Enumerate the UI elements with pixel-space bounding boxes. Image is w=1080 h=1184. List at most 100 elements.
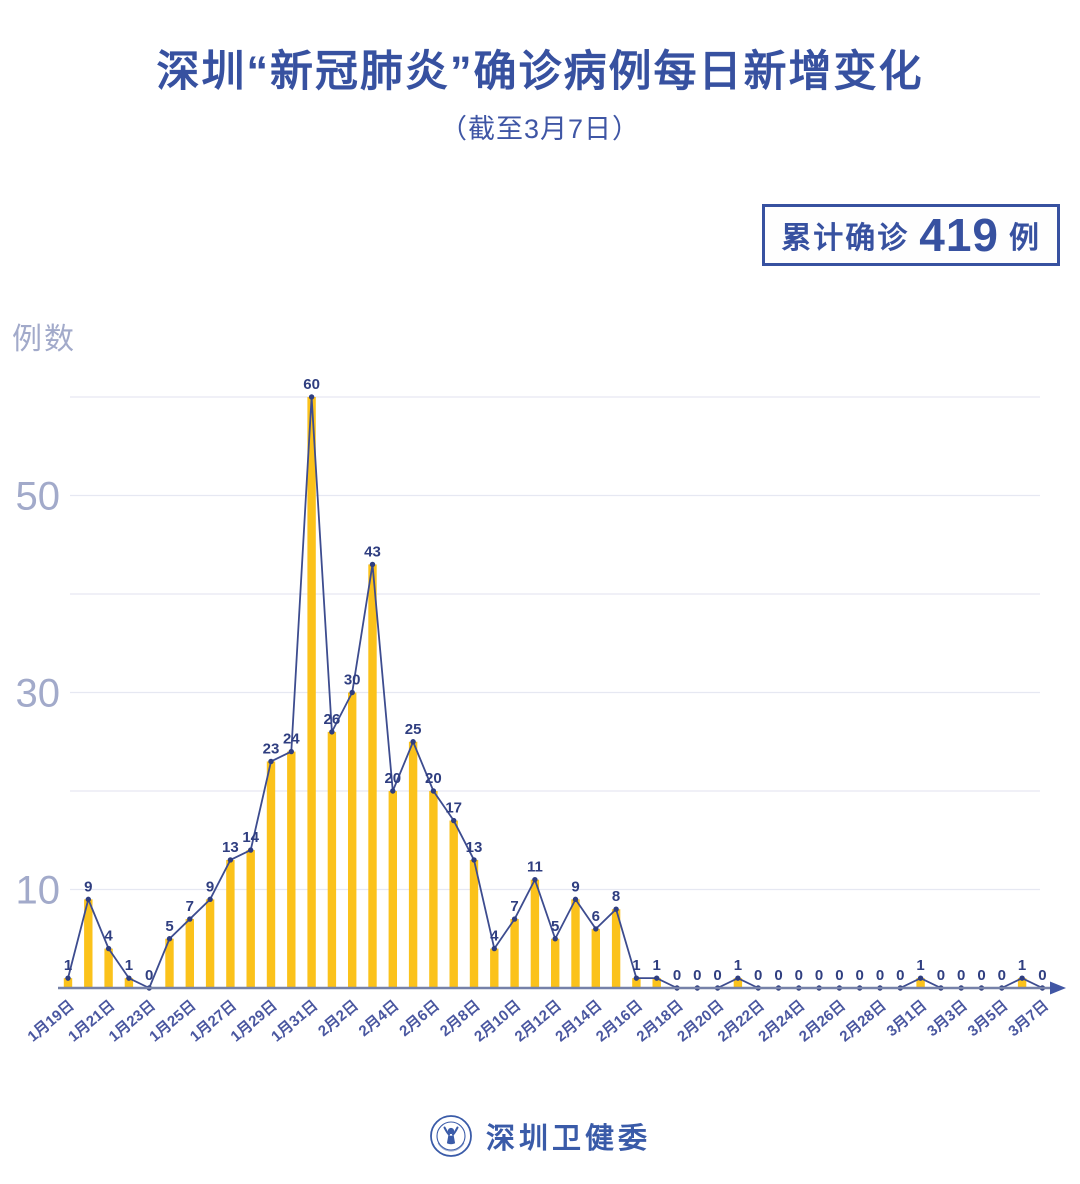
- value-label-2月24日: 0: [795, 967, 803, 984]
- point-1月26日: [207, 896, 213, 903]
- point-1月29日: [268, 758, 274, 765]
- point-1月21日: [105, 945, 112, 952]
- value-label-2月4日: 20: [384, 770, 401, 787]
- value-label-1月28日: 14: [242, 829, 259, 846]
- value-label-2月16日: 1: [632, 957, 640, 974]
- value-label-2月18日: 0: [673, 967, 681, 984]
- value-label-2月26日: 0: [835, 967, 843, 984]
- point-2月11日: [532, 876, 538, 883]
- bar-1月29日: [266, 761, 276, 988]
- point-2月13日: [572, 896, 579, 903]
- value-label-1月25日: 7: [186, 898, 194, 915]
- value-label-3月3日: 0: [957, 967, 965, 984]
- y-axis-title: 例数: [12, 323, 76, 356]
- point-1月25日: [187, 916, 193, 922]
- value-label-2月25日: 0: [815, 967, 823, 984]
- x-tick-2月2日: 2月2日: [315, 997, 362, 1040]
- x-axis-arrow: [1050, 981, 1066, 995]
- value-label-1月26日: 9: [206, 878, 214, 895]
- bar-1月28日: [246, 850, 255, 988]
- point-2月10日: [511, 916, 518, 922]
- point-2月3日: [369, 561, 376, 568]
- value-label-1月31日: 60: [303, 376, 320, 393]
- bar-2月3日: [368, 564, 377, 988]
- value-label-2月10日: 7: [510, 898, 518, 915]
- value-label-3月4日: 0: [977, 967, 985, 984]
- bar-2月5日: [408, 741, 418, 988]
- page-subtitle: （截至3月7日）: [439, 114, 641, 145]
- bar-1月26日: [205, 899, 215, 988]
- value-label-1月30日: 24: [283, 731, 300, 748]
- bar-2月11日: [530, 879, 540, 988]
- value-label-3月6日: 1: [1018, 957, 1026, 974]
- point-3月1日: [917, 975, 924, 981]
- value-label-2月2日: 30: [344, 672, 361, 689]
- point-1月28日: [248, 847, 254, 853]
- point-2月2日: [349, 689, 355, 696]
- bar-3月6日: [1017, 978, 1027, 988]
- value-label-1月20日: 9: [84, 878, 92, 895]
- badge-number: 419: [919, 209, 999, 261]
- point-2月16日: [633, 975, 640, 981]
- point-1月30日: [288, 748, 294, 755]
- point-1月24日: [166, 936, 173, 942]
- value-label-2月1日: 26: [324, 711, 341, 728]
- x-tick-3月7日: 3月7日: [1005, 997, 1052, 1040]
- point-1月20日: [85, 896, 92, 903]
- value-label-2月21日: 1: [734, 957, 742, 974]
- value-label-2月15日: 8: [612, 888, 620, 905]
- page-title: 深圳“新冠肺炎”确诊病例每日新增变化: [156, 48, 924, 96]
- x-tick-3月5日: 3月5日: [965, 997, 1012, 1040]
- point-1月19日: [65, 975, 71, 981]
- point-2月6日: [430, 788, 437, 794]
- point-1月22日: [126, 975, 132, 981]
- footer: 深圳卫健委: [0, 1114, 1080, 1158]
- badge-prefix: 累计确诊: [781, 222, 910, 255]
- y-tick-50: 50: [16, 475, 61, 519]
- x-tick-2月6日: 2月6日: [396, 997, 443, 1040]
- header: 深圳“新冠肺炎”确诊病例每日新增变化 （截至3月7日）: [0, 48, 1080, 146]
- y-tick-10: 10: [16, 869, 61, 913]
- point-2月21日: [735, 975, 741, 981]
- value-label-2月19日: 0: [693, 967, 701, 984]
- bar-2月9日: [490, 948, 499, 988]
- value-label-1月22日: 1: [125, 957, 133, 974]
- value-label-2月3日: 43: [364, 543, 381, 560]
- org-name: 深圳卫健委: [485, 1123, 651, 1155]
- bar-1月24日: [165, 938, 174, 988]
- value-label-1月19日: 1: [64, 957, 72, 974]
- value-label-2月6日: 20: [425, 770, 442, 787]
- value-label-3月5日: 0: [998, 967, 1006, 984]
- point-2月15日: [613, 906, 619, 912]
- bar-1月22日: [124, 978, 134, 988]
- value-label-2月29日: 0: [896, 967, 904, 984]
- value-label-1月21日: 4: [104, 928, 113, 945]
- bar-1月27日: [226, 859, 235, 988]
- value-label-2月5日: 25: [405, 721, 422, 738]
- bar-2月12日: [551, 938, 560, 988]
- bar-2月7日: [449, 820, 458, 988]
- x-tick-3月3日: 3月3日: [924, 997, 971, 1040]
- bar-2月15日: [611, 909, 621, 988]
- value-label-1月23日: 0: [145, 967, 153, 984]
- bar-2月21日: [733, 978, 743, 988]
- value-label-2月28日: 0: [876, 967, 884, 984]
- value-label-2月27日: 0: [856, 967, 864, 984]
- y-tick-30: 30: [16, 672, 61, 716]
- value-label-2月8日: 13: [466, 839, 483, 856]
- x-tick-3月1日: 3月1日: [883, 997, 930, 1040]
- point-2月8日: [471, 857, 477, 863]
- point-2月4日: [390, 788, 396, 794]
- value-label-3月1日: 1: [916, 957, 924, 974]
- value-label-2月7日: 17: [445, 800, 462, 817]
- x-tick-2月28日: 2月28日: [836, 997, 889, 1045]
- value-label-2月20日: 0: [713, 967, 721, 984]
- bar-2月2日: [348, 692, 357, 988]
- point-3月6日: [1019, 975, 1025, 981]
- bar-1月21日: [104, 948, 113, 988]
- bar-2月13日: [571, 899, 580, 988]
- cumulative-total-badge: 累计确诊 419 例: [762, 204, 1060, 266]
- x-tick-2月4日: 2月4日: [356, 997, 403, 1040]
- bar-2月8日: [469, 859, 479, 988]
